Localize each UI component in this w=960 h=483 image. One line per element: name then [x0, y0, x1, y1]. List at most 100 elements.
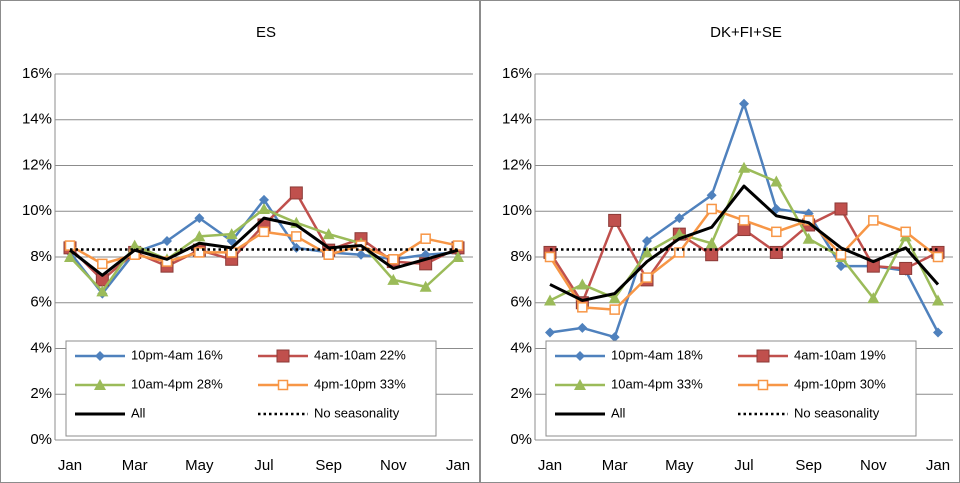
- y-tick-label: 4%: [510, 339, 532, 356]
- marker: [674, 213, 685, 224]
- y-tick-label: 2%: [30, 385, 52, 402]
- y-tick-label: 12%: [502, 156, 532, 173]
- legend-label: 4am-10am 19%: [794, 347, 886, 362]
- marker: [356, 249, 366, 260]
- legend-label: 10am-4pm 33%: [611, 376, 703, 391]
- marker: [544, 294, 556, 306]
- marker: [738, 215, 750, 226]
- marker: [96, 285, 109, 297]
- marker: [322, 228, 335, 240]
- marker: [277, 379, 289, 391]
- marker: [64, 251, 76, 262]
- marker: [577, 322, 588, 333]
- marker: [705, 237, 718, 249]
- marker: [836, 261, 846, 272]
- series-line: [69, 216, 459, 277]
- marker: [899, 261, 913, 275]
- marker: [770, 175, 783, 187]
- x-tick-label: Jan: [58, 457, 82, 474]
- marker: [289, 186, 303, 200]
- y-tick-label: 12%: [22, 156, 52, 173]
- x-tick-label: Sep: [795, 457, 822, 474]
- marker: [867, 292, 880, 304]
- y-tick-label: 14%: [22, 111, 52, 128]
- x-tick-label: Jan: [446, 457, 470, 474]
- marker: [225, 228, 238, 240]
- legend-label: No seasonality: [314, 405, 400, 420]
- marker: [452, 251, 464, 262]
- marker: [756, 349, 770, 363]
- y-tick-label: 0%: [30, 431, 52, 448]
- marker: [802, 232, 815, 244]
- legend-label: 4pm-10pm 33%: [314, 376, 406, 391]
- x-tick-label: Nov: [380, 457, 407, 474]
- y-tick-label: 6%: [30, 294, 52, 311]
- chart-title: ES: [256, 24, 276, 41]
- marker: [706, 190, 717, 201]
- x-tick-label: Jan: [538, 457, 562, 474]
- y-tick-label: 14%: [502, 111, 532, 128]
- y-tick-label: 4%: [30, 339, 52, 356]
- legend-label: 4am-10am 22%: [314, 347, 406, 362]
- x-tick-label: Nov: [860, 457, 887, 474]
- legend: 10pm-4am 18% 4am-10am 19% 10am-4pm 33% 4pm-…: [545, 340, 917, 437]
- marker: [193, 230, 206, 242]
- marker: [259, 194, 269, 205]
- marker: [544, 251, 556, 263]
- marker: [128, 239, 141, 251]
- y-tick-label: 10%: [22, 202, 52, 219]
- marker: [738, 161, 750, 173]
- legend-box: [545, 340, 917, 437]
- marker: [900, 226, 911, 238]
- marker: [97, 258, 108, 270]
- x-tick-label: Sep: [315, 457, 342, 474]
- marker: [387, 273, 400, 285]
- marker: [674, 247, 685, 258]
- marker: [574, 379, 586, 390]
- marker: [276, 349, 290, 363]
- legend-label: 10pm-4am 16%: [131, 347, 223, 362]
- marker: [258, 202, 270, 214]
- marker: [95, 351, 105, 361]
- marker: [641, 246, 653, 258]
- marker: [642, 235, 652, 246]
- legend-label: All: [611, 405, 626, 420]
- marker: [834, 202, 848, 216]
- marker: [706, 203, 717, 215]
- y-tick-label: 6%: [510, 294, 532, 311]
- marker: [608, 292, 621, 304]
- x-tick-label: Jan: [926, 457, 950, 474]
- legend: 10pm-4am 16% 4am-10am 22% 10am-4pm 28% 4pm-…: [65, 340, 437, 437]
- marker: [771, 203, 782, 214]
- marker: [420, 233, 431, 244]
- y-tick-label: 16%: [502, 65, 532, 82]
- legend-label: No seasonality: [794, 405, 880, 420]
- marker: [608, 213, 622, 227]
- marker: [641, 272, 653, 283]
- marker: [162, 235, 172, 246]
- marker: [575, 351, 585, 361]
- marker: [609, 332, 620, 343]
- marker: [835, 249, 847, 260]
- marker: [933, 327, 943, 338]
- marker: [932, 294, 944, 306]
- marker: [194, 247, 205, 258]
- y-tick-label: 2%: [510, 385, 532, 402]
- series-line: [549, 184, 940, 302]
- x-tick-label: Jul: [734, 457, 753, 474]
- marker: [576, 278, 589, 290]
- marker: [323, 249, 334, 260]
- marker: [577, 302, 588, 313]
- marker: [258, 226, 270, 238]
- x-tick-label: May: [185, 457, 214, 474]
- legend-label: 4pm-10pm 30%: [794, 376, 886, 391]
- marker: [452, 240, 464, 251]
- marker: [291, 242, 302, 253]
- x-tick-label: Mar: [602, 457, 628, 474]
- chart-title: DK+FI+SE: [710, 24, 782, 41]
- marker: [757, 379, 769, 391]
- x-tick-label: Mar: [122, 457, 148, 474]
- marker: [291, 231, 302, 242]
- marker: [161, 256, 173, 267]
